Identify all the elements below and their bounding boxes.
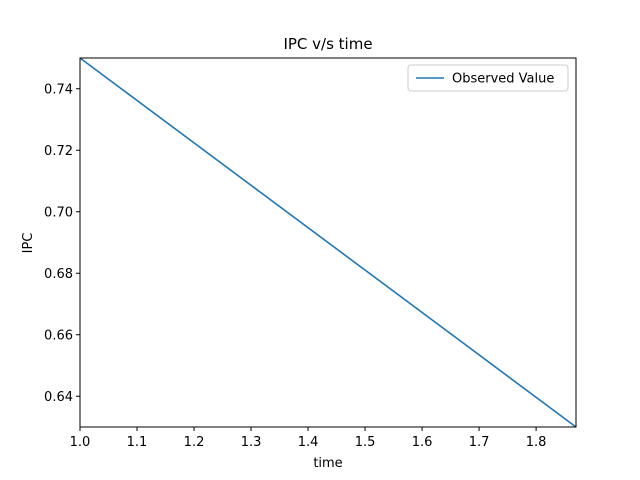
plot-frame bbox=[79, 57, 577, 428]
x-tick-label: 1.7 bbox=[469, 435, 490, 450]
x-tick-label: 1.4 bbox=[298, 435, 319, 450]
x-tick-label: 1.2 bbox=[184, 435, 205, 450]
x-tick-label: 1.5 bbox=[355, 435, 376, 450]
y-tick-label: 0.74 bbox=[44, 82, 73, 97]
legend-box bbox=[407, 64, 569, 92]
x-tick-label: 1.0 bbox=[70, 435, 91, 450]
x-tick-label: 1.1 bbox=[127, 435, 148, 450]
legend: Observed Value bbox=[407, 64, 569, 92]
chart-title: IPC v/s time bbox=[283, 35, 372, 53]
y-tick-label: 0.70 bbox=[44, 205, 73, 220]
x-tick-label: 1.3 bbox=[241, 435, 262, 450]
series-line-0 bbox=[79, 57, 577, 428]
y-tick-label: 0.66 bbox=[44, 328, 73, 343]
x-tick-label: 1.8 bbox=[526, 435, 547, 450]
legend-label: Observed Value bbox=[452, 72, 554, 87]
x-axis-label: time bbox=[313, 456, 342, 471]
plot-area: 1.0 1.1 1.2 1.3 1.4 1.5 1.6 1.7 1.8 0.64 0.66 0.68 0… bbox=[44, 57, 577, 450]
x-tick-label: 1.6 bbox=[412, 435, 433, 450]
y-tick-label: 0.64 bbox=[44, 390, 73, 405]
y-tick-label: 0.68 bbox=[44, 267, 73, 282]
y-tick-label: 0.72 bbox=[44, 144, 73, 159]
y-axis-label: IPC bbox=[21, 233, 36, 254]
